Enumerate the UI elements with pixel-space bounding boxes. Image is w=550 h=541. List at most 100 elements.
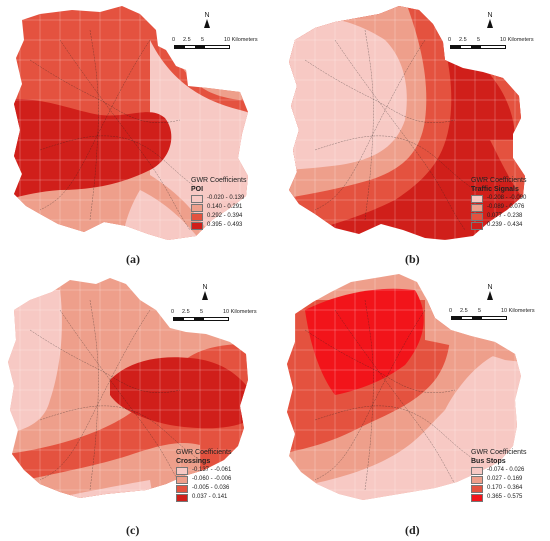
legend: GWR Coefficients Traffic Signals -0.208 …	[471, 176, 527, 230]
north-arrow: N	[483, 12, 497, 28]
scale-tick-2-5: 2.5	[460, 308, 468, 314]
legend-range: -0.089 - 0.076	[487, 204, 525, 210]
legend-range: -0.020 - 0.139	[207, 195, 245, 201]
scale-tick-0: 0	[171, 309, 175, 315]
scale-bar: 0 2.5 5 10 Kilometers	[448, 37, 548, 49]
legend-item: -0.074 - 0.026	[471, 466, 527, 475]
legend-range: -0.208 - -0.090	[487, 195, 527, 201]
legend-item: 0.292 - 0.394	[191, 212, 247, 221]
scale-tick-2-5: 2.5	[459, 37, 467, 43]
scale-tick-2-5: 2.5	[182, 309, 190, 315]
scale-bar-graphic	[173, 317, 229, 321]
legend-swatch	[176, 466, 188, 475]
legend-range: -0.074 - 0.026	[487, 467, 525, 473]
legend: GWR Coefficients Bus Stops -0.074 - 0.02…	[471, 448, 527, 502]
legend-swatch	[191, 212, 203, 221]
legend-item: -0.060 - -0.006	[176, 475, 232, 484]
north-label: N	[204, 12, 210, 19]
scale-tick-10: 10 Kilometers	[224, 37, 258, 43]
legend-variable: Traffic Signals	[471, 186, 519, 193]
legend-range: 0.395 - 0.493	[207, 222, 243, 228]
scale-tick-10: 10 Kilometers	[501, 308, 535, 314]
legend-range: 0.292 - 0.394	[207, 213, 243, 219]
map-panel-bus-stops: N 0 2.5 5 10 Kilometers GWR Coefficients…	[275, 270, 550, 540]
scale-tick-10: 10 Kilometers	[223, 309, 257, 315]
north-label: N	[487, 284, 493, 291]
legend-swatch	[176, 484, 188, 493]
legend-item: 0.140 - 0.291	[191, 203, 247, 212]
scale-bar-graphic	[450, 45, 506, 49]
scale-tick-5: 5	[478, 308, 482, 314]
legend-title: GWR Coefficients	[471, 177, 527, 184]
scale-bar: 0 2.5 5 10 Kilometers	[172, 37, 272, 49]
legend-range: -0.005 - 0.036	[192, 485, 230, 491]
legend-range: 0.170 - 0.364	[487, 485, 523, 491]
legend-item: -0.005 - 0.036	[176, 484, 232, 493]
legend-range: -0.060 - -0.006	[192, 476, 232, 482]
scale-bar-graphic	[451, 316, 507, 320]
legend-range: 0.027 - 0.169	[487, 476, 523, 482]
scale-bar: 0 2.5 5 10 Kilometers	[171, 309, 271, 321]
legend-item: 0.365 - 0.575	[471, 493, 527, 502]
map-panel-poi: N 0 2.5 5 10 Kilometers GWR Coefficients…	[0, 0, 275, 270]
map-panel-traffic-signals: N 0 2.5 5 10 Kilometers GWR Coefficients…	[275, 0, 550, 270]
legend-title: GWR Coefficients	[176, 449, 232, 456]
legend-swatch	[471, 484, 483, 493]
legend-swatch	[471, 475, 483, 484]
legend-swatch	[471, 194, 483, 203]
legend-swatch	[471, 493, 483, 502]
legend-swatch	[471, 212, 483, 221]
legend-item: -0.089 - 0.076	[471, 203, 527, 212]
north-arrow-icon	[202, 291, 208, 300]
legend-item: 0.170 - 0.364	[471, 484, 527, 493]
legend-item: 0.239 - 0.434	[471, 221, 527, 230]
scale-tick-2-5: 2.5	[183, 37, 191, 43]
north-arrow: N	[200, 12, 214, 28]
legend-swatch	[471, 203, 483, 212]
panel-caption: (d)	[405, 523, 420, 537]
scale-tick-0: 0	[449, 308, 453, 314]
panel-caption: (a)	[126, 252, 140, 266]
legend-variable: Bus Stops	[471, 458, 506, 465]
legend-swatch	[191, 194, 203, 203]
map-panel-crossings: N 0 2.5 5 10 Kilometers GWR Coefficients…	[0, 270, 275, 540]
north-label: N	[202, 284, 208, 291]
legend-variable: Crossings	[176, 458, 211, 465]
scale-tick-10: 10 Kilometers	[500, 37, 534, 43]
legend: GWR Coefficients Crossings -0.137 - -0.0…	[176, 448, 232, 502]
legend-item: 0.395 - 0.493	[191, 221, 247, 230]
choropleth-map-bus-stops	[287, 274, 521, 500]
legend-item: 0.027 - 0.169	[471, 475, 527, 484]
legend-variable: POI	[191, 186, 204, 193]
panel-caption: (c)	[126, 523, 140, 537]
legend-swatch	[191, 221, 203, 230]
north-arrow-icon	[487, 19, 493, 28]
legend-title: GWR Coefficients	[191, 177, 247, 184]
legend-range: 0.077 - 0.238	[487, 213, 523, 219]
scale-bar: 0 2.5 5 10 Kilometers	[449, 308, 549, 320]
scale-tick-5: 5	[201, 37, 205, 43]
legend-item: -0.137 - -0.061	[176, 466, 232, 475]
legend-swatch	[191, 203, 203, 212]
north-arrow-icon	[204, 19, 210, 28]
north-arrow: N	[483, 284, 497, 300]
legend-item: -0.208 - -0.090	[471, 194, 527, 203]
legend-swatch	[471, 221, 483, 230]
legend-item: -0.020 - 0.139	[191, 194, 247, 203]
scale-tick-0: 0	[172, 37, 176, 43]
legend-swatch	[471, 466, 483, 475]
panel-caption: (b)	[405, 252, 420, 266]
legend-range: -0.137 - -0.061	[192, 467, 232, 473]
choropleth-map-crossings	[8, 278, 248, 498]
legend: GWR Coefficients POI -0.020 - 0.139 0.14…	[191, 176, 247, 230]
scale-tick-5: 5	[200, 309, 204, 315]
legend-range: 0.239 - 0.434	[487, 222, 523, 228]
legend-swatch	[176, 493, 188, 502]
scale-bar-graphic	[174, 45, 230, 49]
north-arrow: N	[198, 284, 212, 300]
legend-range: 0.365 - 0.575	[487, 494, 523, 500]
north-label: N	[487, 12, 493, 19]
legend-swatch	[176, 475, 188, 484]
scale-tick-5: 5	[477, 37, 481, 43]
legend-item: 0.037 - 0.141	[176, 493, 232, 502]
